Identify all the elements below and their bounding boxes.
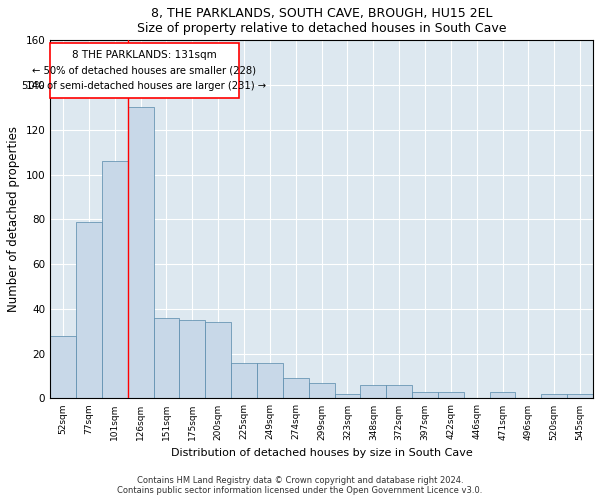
Bar <box>308 383 335 398</box>
Bar <box>179 320 205 398</box>
Bar <box>205 322 231 398</box>
X-axis label: Distribution of detached houses by size in South Cave: Distribution of detached houses by size … <box>171 448 472 458</box>
Bar <box>361 385 386 398</box>
Bar <box>128 108 154 399</box>
Bar <box>412 392 438 398</box>
Text: 50% of semi-detached houses are larger (231) →: 50% of semi-detached houses are larger (… <box>22 81 266 91</box>
Bar <box>438 392 464 398</box>
Bar <box>76 222 102 398</box>
Bar <box>257 362 283 398</box>
Text: 8 THE PARKLANDS: 131sqm: 8 THE PARKLANDS: 131sqm <box>72 50 217 60</box>
Bar <box>490 392 515 398</box>
Bar <box>50 336 76 398</box>
Bar <box>154 318 179 398</box>
Bar <box>386 385 412 398</box>
Bar <box>335 394 361 398</box>
Bar <box>102 161 128 398</box>
Bar <box>50 42 239 98</box>
Bar <box>541 394 567 398</box>
Bar <box>567 394 593 398</box>
Bar <box>283 378 308 398</box>
Bar <box>231 362 257 398</box>
Text: Contains HM Land Registry data © Crown copyright and database right 2024.
Contai: Contains HM Land Registry data © Crown c… <box>118 476 482 495</box>
Y-axis label: Number of detached properties: Number of detached properties <box>7 126 20 312</box>
Title: 8, THE PARKLANDS, SOUTH CAVE, BROUGH, HU15 2EL
Size of property relative to deta: 8, THE PARKLANDS, SOUTH CAVE, BROUGH, HU… <box>137 7 506 35</box>
Text: ← 50% of detached houses are smaller (228): ← 50% of detached houses are smaller (22… <box>32 66 256 76</box>
